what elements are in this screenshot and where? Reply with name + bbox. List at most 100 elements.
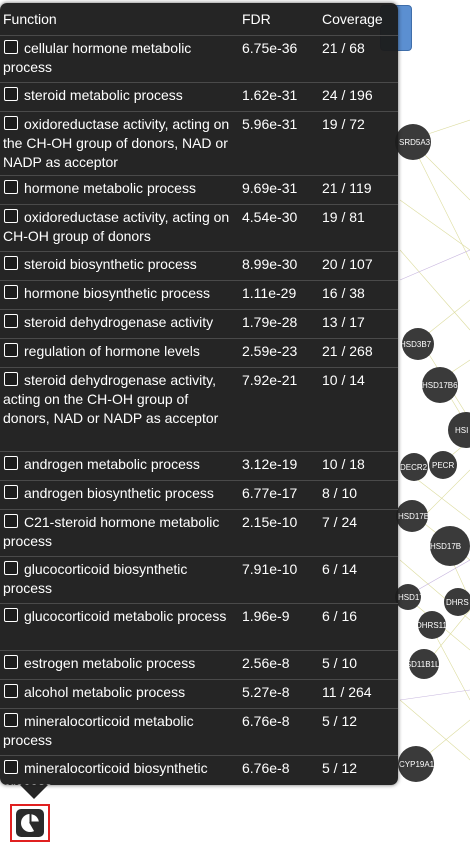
table-row[interactable]: androgen biosynthetic process 6.77e-17 8 /… [0, 480, 398, 510]
node-hsd17b10[interactable] [395, 584, 421, 610]
table-row[interactable]: hormone metabolic process 9.69e-31 21 / 11… [0, 175, 398, 205]
node-hsd17b[interactable] [430, 526, 470, 566]
table-row[interactable]: steroid biosynthetic process 8.99e-30 20 /… [0, 251, 398, 281]
row-function-cell: alcohol metabolic process [3, 683, 235, 702]
node-dhrs11[interactable] [418, 611, 446, 639]
row-fdr: 6.76e-8 [242, 713, 290, 729]
row-coverage: 10 / 18 [322, 456, 365, 472]
table-row[interactable]: estrogen metabolic process 2.56e-8 5 / 10 [0, 650, 398, 680]
row-function-label: mineralocorticoid biosynthetic process [3, 760, 208, 785]
row-fdr: 1.11e-29 [242, 285, 297, 301]
row-function-cell: androgen metabolic process [3, 455, 235, 474]
row-fdr: 5.27e-8 [242, 684, 290, 700]
row-fdr: 1.96e-9 [242, 608, 290, 624]
row-checkbox[interactable] [4, 314, 18, 328]
node-hsi[interactable] [448, 412, 470, 448]
node-label-srd5a3: SRD5A3 [399, 138, 431, 147]
row-checkbox[interactable] [4, 343, 18, 357]
node-cyp19a1[interactable] [398, 746, 434, 782]
row-checkbox[interactable] [4, 561, 18, 575]
row-coverage: 6 / 16 [322, 608, 358, 624]
table-row[interactable]: alcohol metabolic process 5.27e-8 11 / 264 [0, 679, 398, 709]
row-fdr: 9.69e-31 [242, 180, 298, 196]
network-nodes: SRD5A3 HSD3B7 HSD17B6 HSI DECR2 PECR HSD… [395, 124, 470, 782]
row-fdr: 6.75e-36 [242, 40, 298, 56]
table-row[interactable]: oxidoreductase activity, acting on CH-OH… [0, 204, 398, 252]
row-fdr: 2.59e-23 [242, 343, 298, 359]
node-label-cyp19a1: CYP19A1 [399, 760, 435, 769]
row-checkbox[interactable] [4, 116, 18, 130]
row-checkbox[interactable] [4, 180, 18, 194]
row-coverage: 8 / 10 [322, 485, 358, 501]
row-fdr: 2.15e-10 [242, 514, 298, 530]
node-label-hsd17b6: HSD17B6 [422, 381, 458, 390]
table-row[interactable]: steroid dehydrogenase activity, acting o… [0, 367, 398, 452]
row-checkbox[interactable] [4, 684, 18, 698]
row-fdr: 6.77e-17 [242, 485, 298, 501]
functional-enrichment-popup: Function FDR Coverage cellular hormone m… [0, 3, 398, 785]
node-hsd17b6[interactable] [422, 367, 458, 403]
node-decr2[interactable] [400, 453, 428, 481]
table-row[interactable]: steroid dehydrogenase activity 1.79e-28 13… [0, 309, 398, 339]
node-label-dhrs11: DHRS11 [416, 621, 448, 630]
node-label-hsd17b10: HSD17B10 [398, 593, 439, 602]
row-checkbox[interactable] [4, 655, 18, 669]
row-function-label: oxidoreductase activity, acting on the C… [3, 116, 230, 170]
table-row[interactable]: C21-steroid hormone metabolic process 2.1… [0, 509, 398, 557]
row-checkbox[interactable] [4, 40, 18, 54]
node-hsd11b1l[interactable] [409, 649, 439, 679]
row-function-cell: steroid dehydrogenase activity [3, 313, 235, 332]
row-coverage: 11 / 264 [322, 684, 372, 700]
row-checkbox[interactable] [4, 485, 18, 499]
row-coverage: 6 / 14 [322, 561, 358, 577]
table-row[interactable]: hormone biosynthetic process 1.11e-29 16 /… [0, 280, 398, 310]
row-fdr: 4.54e-30 [242, 209, 298, 225]
row-checkbox[interactable] [4, 372, 18, 386]
row-checkbox[interactable] [4, 285, 18, 299]
row-checkbox[interactable] [4, 713, 18, 727]
node-label-hsd17b: HSD17B [430, 542, 461, 551]
row-coverage: 13 / 17 [322, 314, 365, 330]
row-function-label: regulation of hormone levels [24, 343, 200, 359]
row-fdr: 1.62e-31 [242, 87, 298, 103]
row-checkbox[interactable] [4, 456, 18, 470]
header-coverage[interactable]: Coverage [322, 11, 383, 27]
row-coverage: 19 / 72 [322, 116, 365, 132]
row-checkbox[interactable] [4, 760, 18, 774]
table-row[interactable]: regulation of hormone levels 2.59e-23 21 /… [0, 338, 398, 368]
row-fdr: 3.12e-19 [242, 456, 298, 472]
row-checkbox[interactable] [4, 256, 18, 270]
table-row[interactable]: steroid metabolic process 1.62e-31 24 / 19… [0, 82, 398, 112]
table-row[interactable]: androgen metabolic process 3.12e-19 10 / 1… [0, 451, 398, 481]
popup-pointer-arrow [20, 785, 48, 799]
table-row[interactable]: cellular hormone metabolic process 6.75e-… [0, 35, 398, 83]
table-row[interactable]: glucocorticoid metabolic process 1.96e-9 6… [0, 603, 398, 651]
row-function-cell: regulation of hormone levels [3, 342, 235, 361]
node-dhrs[interactable] [444, 588, 470, 616]
table-row[interactable]: mineralocorticoid metabolic process 6.76e… [0, 708, 398, 756]
row-checkbox[interactable] [4, 87, 18, 101]
table-row[interactable]: mineralocorticoid biosynthetic process 6.… [0, 755, 398, 785]
row-coverage: 20 / 107 [322, 256, 373, 272]
enrichment-toggle-button[interactable] [10, 804, 50, 842]
header-fdr[interactable]: FDR [242, 11, 271, 27]
row-coverage: 21 / 119 [322, 180, 372, 196]
row-checkbox[interactable] [4, 209, 18, 223]
node-hsd17b11[interactable] [396, 500, 428, 532]
row-coverage: 21 / 68 [322, 40, 365, 56]
row-function-cell: cellular hormone metabolic process [3, 39, 235, 77]
row-checkbox[interactable] [4, 608, 18, 622]
node-hsd3b7[interactable] [402, 328, 434, 360]
node-pecr[interactable] [429, 451, 457, 479]
node-srd5a3[interactable] [395, 124, 431, 160]
row-function-label: steroid dehydrogenase activity, acting o… [3, 372, 219, 426]
header-function[interactable]: Function [3, 11, 57, 27]
table-row[interactable]: oxidoreductase activity, acting on the C… [0, 111, 398, 176]
row-function-cell: steroid metabolic process [3, 86, 235, 105]
row-checkbox[interactable] [4, 514, 18, 528]
row-function-label: estrogen metabolic process [24, 655, 196, 671]
table-row[interactable]: glucocorticoid biosynthetic process 7.91e… [0, 556, 398, 604]
row-function-cell: glucocorticoid metabolic process [3, 607, 235, 626]
row-function-label: oxidoreductase activity, acting on CH-OH… [3, 209, 230, 244]
